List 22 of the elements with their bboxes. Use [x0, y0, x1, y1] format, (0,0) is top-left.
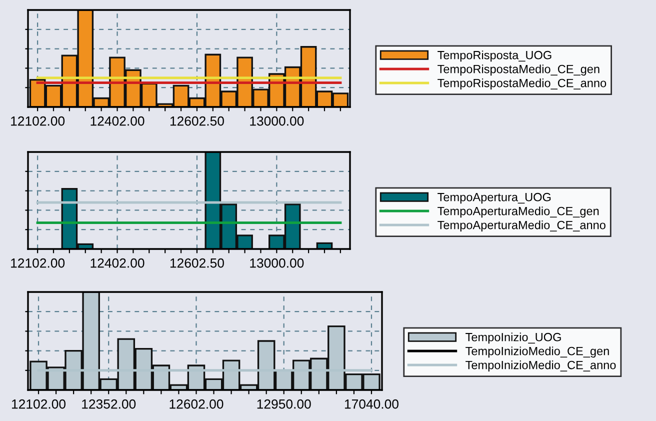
x-tick-label: 12602.50 — [170, 116, 224, 126]
legend-label: TempoRispostaMedio_CE_anno — [438, 78, 606, 90]
legend-label: TempoAperturaMedio_CE_anno — [438, 220, 606, 232]
x-tick-label: 12102.00 — [11, 258, 65, 268]
legend-label: TempoInizioMedio_CE_gen — [466, 346, 609, 358]
x-tick-label: 13000.00 — [250, 258, 304, 268]
x-tick-label: 12102.00 — [11, 116, 65, 126]
x-tick-label: 12102.00 — [12, 399, 66, 409]
legend-label: TempoInizioMedio_CE_anno — [466, 360, 616, 372]
x-tick-label: 12402.00 — [90, 258, 144, 268]
x-tick-label: 12602.50 — [170, 258, 224, 268]
x-tick-label: 17040.00 — [344, 399, 398, 409]
x-tick-label: 12950.00 — [257, 399, 311, 409]
x-tick-label: 12352.00 — [82, 399, 136, 409]
legend-label: TempoApertura_UOG — [438, 192, 551, 204]
legend-label: TempoAperturaMedio_CE_gen — [438, 206, 599, 218]
legend-label: TempoInizio_UOG — [466, 332, 561, 344]
legend-label: TempoRisposta_UOG — [438, 50, 552, 62]
legend-label: TempoRispostaMedio_CE_gen — [438, 64, 600, 76]
x-tick-label: 12602.00 — [170, 399, 224, 409]
x-tick-label: 12402.00 — [90, 116, 144, 126]
x-tick-label: 13000.00 — [250, 116, 304, 126]
